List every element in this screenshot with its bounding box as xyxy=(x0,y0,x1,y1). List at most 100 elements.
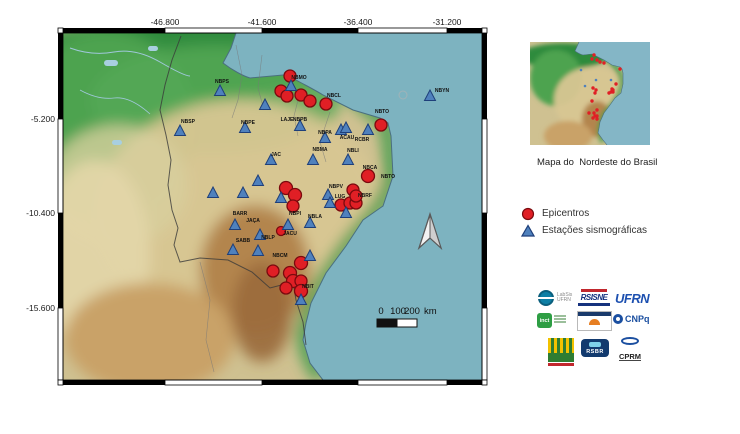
banner-logo xyxy=(577,311,612,331)
station-marker xyxy=(303,215,317,228)
station-marker xyxy=(251,173,265,186)
legend-label-estacoes: Estações sismográficas xyxy=(542,225,648,236)
station-marker xyxy=(206,185,220,198)
scalebar-tick-label: 100 xyxy=(390,306,406,317)
inset-caption: Mapa do Nordeste do Brasil xyxy=(537,157,658,168)
inset-epicenter-dot xyxy=(595,58,599,62)
station-marker xyxy=(226,242,240,255)
station-label: JAÇA xyxy=(246,218,260,224)
epicenter-marker xyxy=(319,97,333,111)
station-label: JAC xyxy=(271,152,281,158)
station-marker xyxy=(339,120,353,133)
station-marker xyxy=(423,88,437,101)
station-marker xyxy=(281,217,295,230)
station-marker xyxy=(323,195,337,208)
inset-station-dot xyxy=(609,78,613,82)
station-label: JACU xyxy=(283,231,297,237)
cnpq-text: CNPq xyxy=(625,314,650,324)
station-label: ACAU xyxy=(340,135,355,141)
inset-epicenter-dot xyxy=(591,86,595,90)
station-label: LAJE xyxy=(281,117,294,123)
station-marker xyxy=(318,130,332,143)
station-label: NBLI xyxy=(347,148,359,154)
left-axis-tick-label: -10.400 xyxy=(26,208,55,218)
station-label: BARR xyxy=(233,211,248,217)
logos-block: LabSis UFRN RSISNE UFRN inct CNPq xyxy=(0,0,740,366)
station-marker xyxy=(361,122,375,135)
epicenter-marker xyxy=(286,199,300,213)
station-label: NBSP xyxy=(181,119,196,125)
station-marker xyxy=(253,227,267,240)
scalebar-unit-label: km xyxy=(424,306,437,317)
cnpq-logo: CNPq xyxy=(613,314,650,324)
map-frame xyxy=(57,27,488,386)
inset-dots xyxy=(579,53,622,121)
top-axis-tick-label: -41.600 xyxy=(248,17,277,27)
inset-epicenter-dot xyxy=(598,60,602,64)
inset-epicenter-dot xyxy=(595,117,599,121)
rivers xyxy=(69,46,191,145)
labsis-ufrn-logo: LabSis UFRN xyxy=(538,290,572,306)
station-label: NBLP xyxy=(261,235,275,241)
station-label: NBPI xyxy=(289,211,302,217)
station-label: NBPS xyxy=(215,79,230,85)
legend-row-stations: Estações sismográficas xyxy=(521,222,647,239)
epicenter-legend-icon xyxy=(521,207,535,220)
station-label: NBCM xyxy=(273,253,288,259)
inset-epicenter-dot xyxy=(592,111,596,115)
inset-epicenter-dot xyxy=(614,82,618,86)
station-marker xyxy=(341,152,355,165)
inct-logo: inct xyxy=(537,313,566,328)
station-marker xyxy=(228,217,242,230)
island-circle xyxy=(398,90,408,100)
inset-map xyxy=(530,42,650,145)
station-label: NBMO xyxy=(291,75,306,81)
station-marker xyxy=(303,248,317,261)
banner-emblem-icon xyxy=(589,319,600,325)
scalebar-tick-label: 0 xyxy=(378,306,383,317)
inset-epicenter-dot xyxy=(611,88,615,92)
station-marker xyxy=(258,97,272,110)
station-label: NBTO xyxy=(381,174,395,180)
coastline xyxy=(222,33,394,380)
inset-station-dot xyxy=(594,78,598,82)
epicenter-marker xyxy=(360,168,376,184)
labsis-text-line1: LabSis xyxy=(557,292,573,298)
station-label: NBPV xyxy=(329,184,344,190)
ufrn-logo: UFRN xyxy=(615,290,650,308)
station-label: NBCL xyxy=(327,93,341,99)
labsis-icon xyxy=(538,290,554,306)
station-label: NBCA xyxy=(363,165,378,171)
epicenter-marker xyxy=(374,118,388,132)
station-marker xyxy=(213,83,227,96)
labsis-text-line2: UFRN xyxy=(557,297,571,303)
epicenter-marker xyxy=(293,255,309,271)
epicenter-marker xyxy=(280,89,294,103)
inset-epicenter-dot xyxy=(593,91,597,95)
inset-epicenter-dot xyxy=(618,67,622,71)
inset-station-dot xyxy=(579,68,583,72)
inset-epicenter-dot xyxy=(595,108,599,112)
inset-epicenter-dot xyxy=(591,116,595,120)
inset-epicenter-dot xyxy=(590,99,594,103)
station-label: NBMA xyxy=(313,147,328,153)
station-marker xyxy=(306,152,320,165)
epicenter-marker xyxy=(349,189,363,203)
north-arrow-icon xyxy=(417,211,443,251)
ufrn-text: UFRN xyxy=(615,291,650,306)
scalebar-tick-label: 200 xyxy=(404,306,420,317)
station-marker xyxy=(264,152,278,165)
station-marker xyxy=(236,185,250,198)
station-label: NBRF xyxy=(358,193,372,199)
station-marker xyxy=(293,118,307,131)
station-label: NBTO xyxy=(375,109,389,115)
inct-text: inct xyxy=(537,313,552,328)
station-marker xyxy=(238,120,252,133)
inset-epicenter-dot xyxy=(590,57,594,61)
station-marker xyxy=(284,78,298,91)
station-label: NBPA xyxy=(318,130,332,136)
epicenter-marker xyxy=(294,88,308,102)
station-marker xyxy=(339,205,353,218)
